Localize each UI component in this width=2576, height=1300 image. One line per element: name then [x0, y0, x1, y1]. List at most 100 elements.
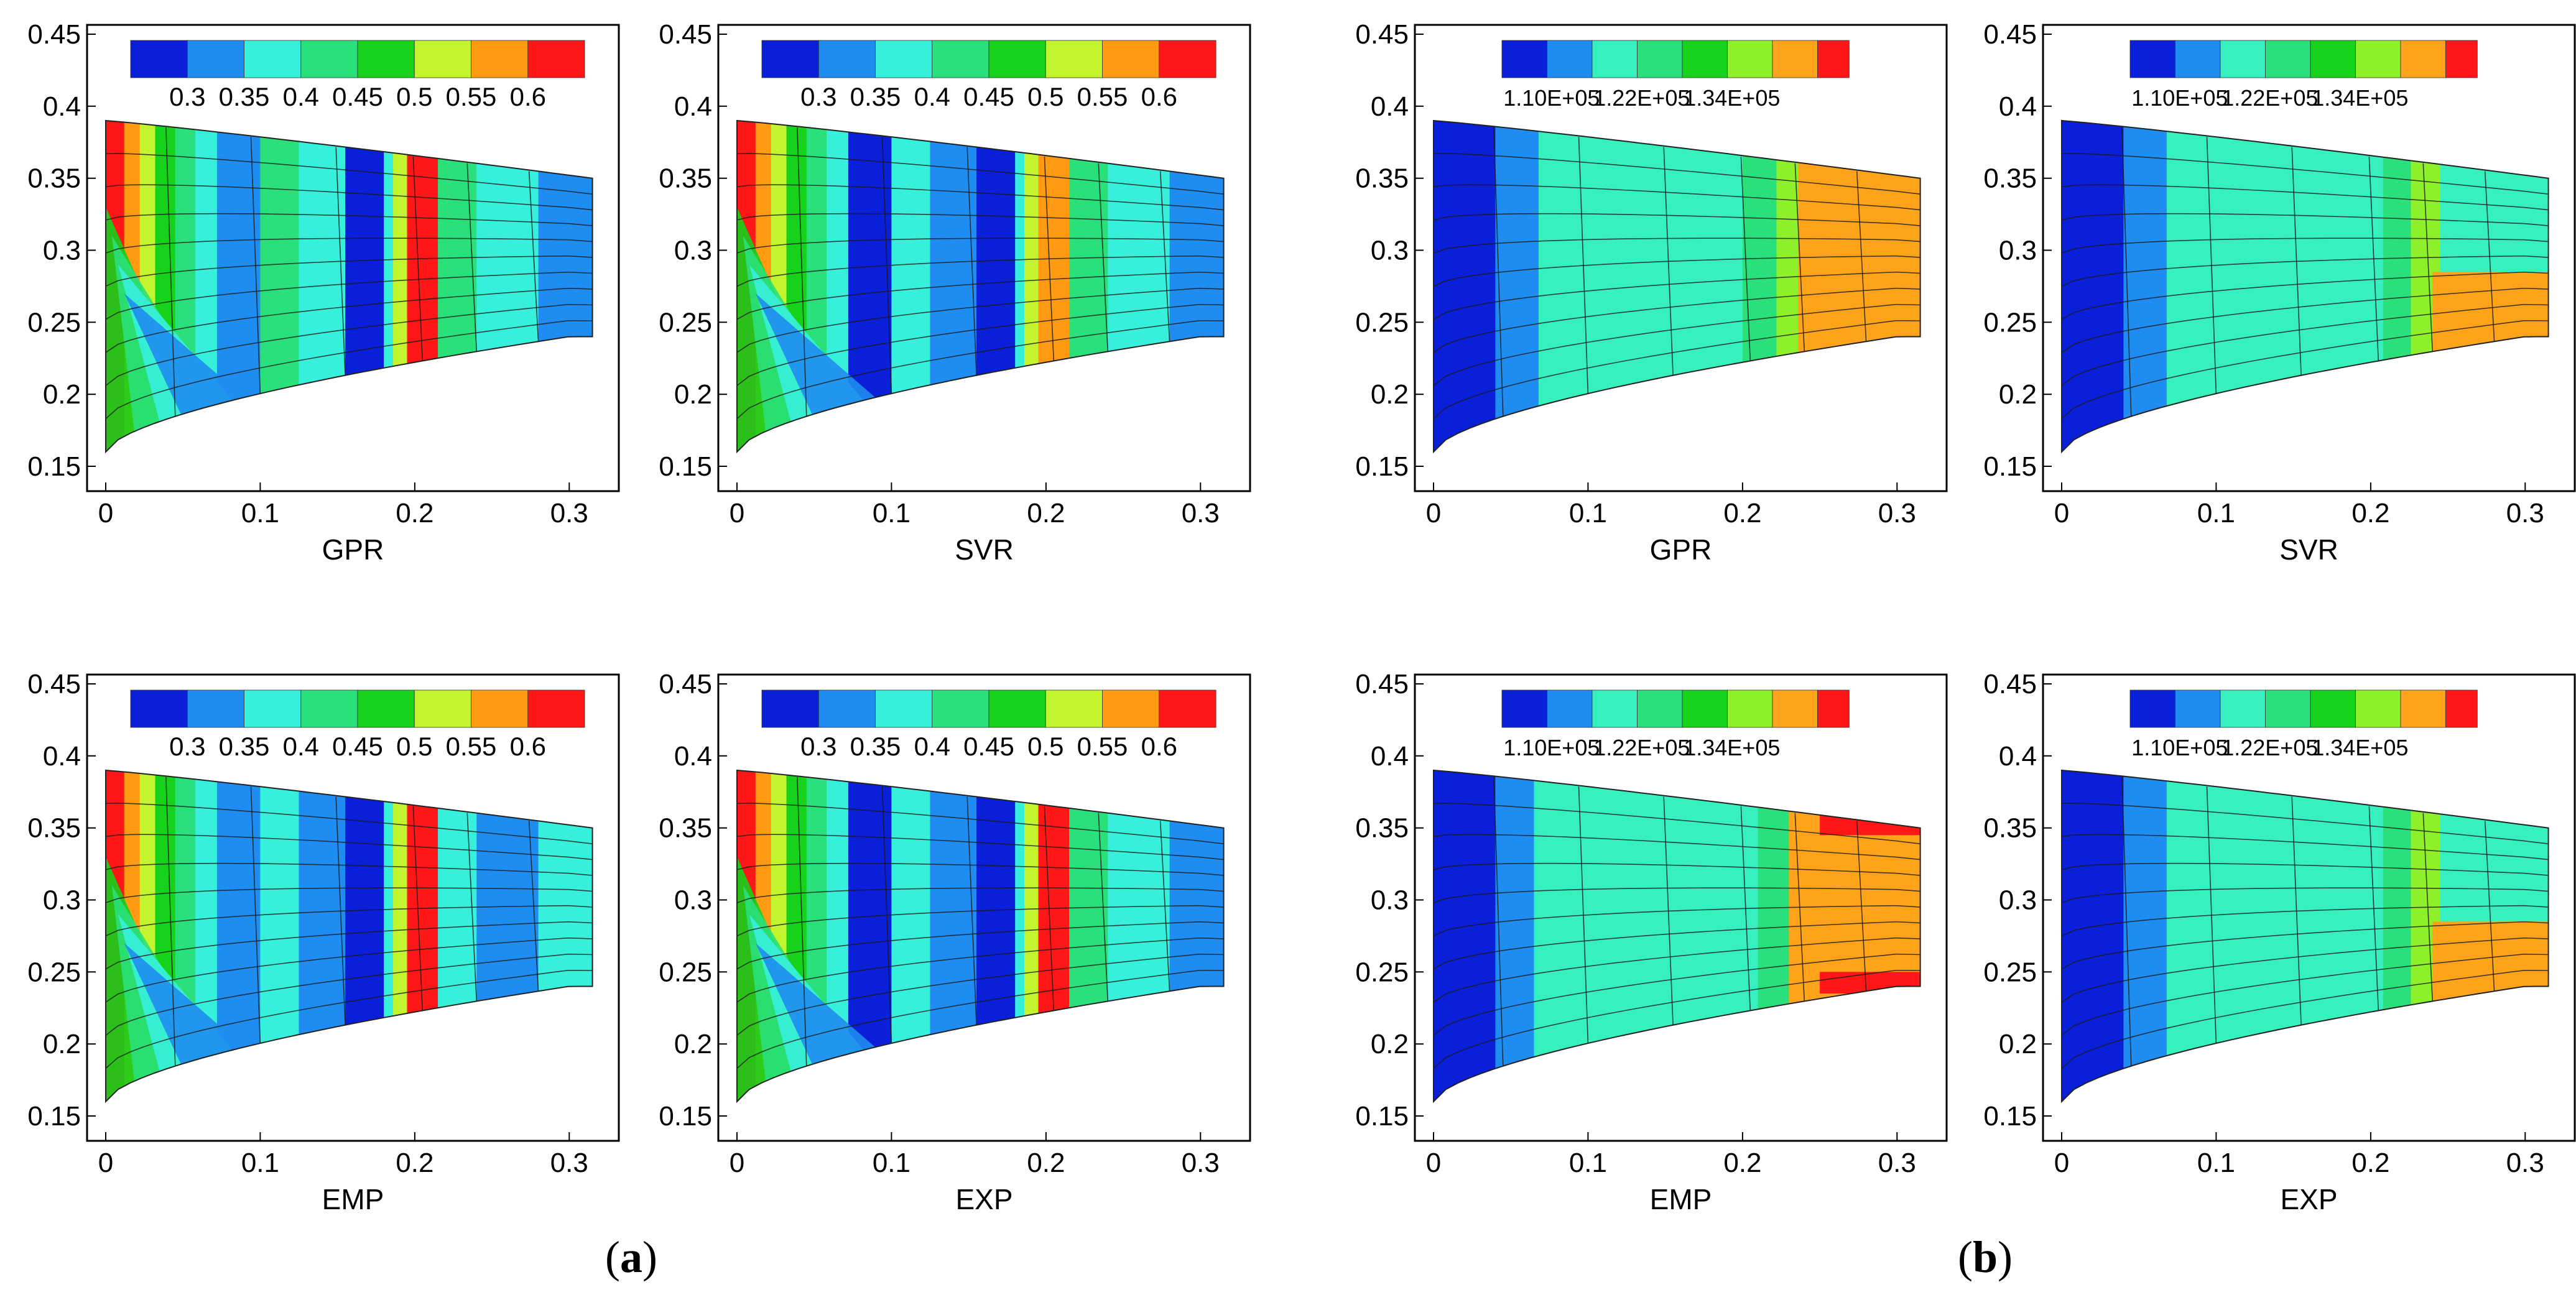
- colorbar-swatch: [2175, 689, 2221, 728]
- x-tick-label: 0: [2054, 498, 2069, 528]
- contour-band: [1434, 770, 1496, 1102]
- y-tick-label: 0.15: [27, 451, 81, 482]
- y-tick-label: 0.2: [1999, 1029, 2037, 1059]
- domain-outline: [736, 119, 1225, 454]
- y-tick-label: 0.25: [1983, 957, 2037, 987]
- plot-frame: [717, 24, 1251, 492]
- mesh-line: [1578, 137, 1589, 394]
- colorbar-label: 0.5: [396, 732, 432, 761]
- y-tick-label: 0.25: [659, 307, 712, 338]
- colorbar-swatch: [1727, 689, 1773, 728]
- colorbar-swatch: [1547, 689, 1593, 728]
- y-tick-label: 0.25: [1355, 307, 1409, 338]
- colorbar-swatch: [130, 689, 188, 728]
- colorbar-label: 0.35: [219, 82, 270, 111]
- x-tick-label: 0: [730, 498, 744, 528]
- y-tick-label: 0.2: [1999, 379, 2037, 410]
- mesh-line: [1493, 777, 1504, 1066]
- mesh-line: [2062, 862, 2549, 876]
- y-tick-label: 0.45: [1355, 19, 1409, 50]
- colorbar-label: 0.35: [219, 732, 270, 761]
- colorbar-swatch: [244, 689, 302, 728]
- x-tick-label: 0.2: [1723, 498, 1761, 528]
- mesh-line: [797, 777, 807, 1066]
- colorbar-label: 1.22E+05: [2222, 735, 2318, 760]
- mesh-line: [106, 303, 593, 386]
- mesh-line: [797, 127, 807, 417]
- colorbar-label: 0.5: [1027, 732, 1063, 761]
- y-tick-label: 0.45: [1983, 669, 2037, 699]
- contour-band: [2062, 770, 2124, 1102]
- mesh-line: [2062, 802, 2549, 844]
- y-tick-label: 0.3: [674, 885, 712, 916]
- mesh-line: [1794, 813, 1805, 1002]
- mesh-line: [1493, 127, 1504, 417]
- plot-frame: [2042, 673, 2576, 1142]
- colorbar-swatch: [1591, 689, 1638, 728]
- mesh-line: [737, 970, 1224, 1069]
- mesh-lines: [2062, 127, 2549, 420]
- colorbar-label: 0.45: [963, 732, 1014, 761]
- x-tick-label: 0.1: [2197, 1148, 2235, 1178]
- mesh-line: [1434, 213, 1920, 226]
- x-tick-label: 0.2: [2351, 498, 2389, 528]
- mesh-line: [106, 320, 593, 420]
- y-tick-label: 0.2: [43, 379, 81, 410]
- colorbar-swatch: [2445, 689, 2478, 728]
- y-tick-label: 0.3: [1371, 885, 1409, 916]
- contour-sweep: [749, 264, 907, 452]
- colorbar-swatch: [1682, 689, 1728, 728]
- mesh-line: [1434, 802, 1920, 844]
- y-tick-label: 0.4: [1371, 91, 1409, 122]
- y-tick-label: 0.3: [1999, 236, 2037, 266]
- mesh-line: [2206, 786, 2217, 1044]
- x-tick-label: 0.3: [1182, 1148, 1220, 1178]
- x-tick-label: 0.1: [1569, 1148, 1607, 1178]
- colorbar-swatch: [761, 689, 819, 728]
- mesh-lines: [1434, 127, 1920, 420]
- colorbar-swatch: [244, 40, 302, 78]
- mesh-line: [737, 255, 1224, 287]
- colorbar-swatch: [2175, 40, 2221, 78]
- y-tick-label: 0.4: [1999, 741, 2037, 772]
- colorbar: 0.3 0.35 0.4 0.45 0.5 0.55 0.6: [130, 40, 585, 111]
- mesh-line: [737, 237, 1224, 254]
- mesh-line: [737, 921, 1224, 970]
- mesh-line: [1794, 163, 1805, 352]
- mesh-lines: [737, 127, 1224, 420]
- x-tick-label: 0.3: [550, 498, 588, 528]
- colorbar-swatch: [130, 40, 188, 78]
- colorbar-label: 0.6: [1141, 82, 1177, 111]
- colorbar-swatch: [1772, 40, 1818, 78]
- x-tick-label: 0.2: [396, 1148, 433, 1178]
- y-tick-label: 0.2: [1371, 1029, 1409, 1059]
- y-tick-label: 0.35: [27, 164, 81, 194]
- y-tick-label: 0.4: [1999, 91, 2037, 122]
- plot-frame: [2042, 24, 2576, 492]
- plot-frame: [86, 673, 620, 1142]
- mesh-line: [2484, 171, 2495, 342]
- colorbar-swatch: [932, 40, 989, 78]
- mesh-line: [2062, 152, 2549, 195]
- mesh-line: [2062, 213, 2549, 226]
- panels-group: 0.15 0.2 0.25 0.3 0.35 0.4 0.45 0 0.1 0.2 0.3 GPR 0.…: [27, 19, 2576, 1215]
- mesh-lines: [2062, 777, 2549, 1069]
- mesh-line: [106, 834, 593, 860]
- y-tick-label: 0.15: [659, 1101, 712, 1132]
- mesh-line: [1098, 163, 1109, 352]
- colorbar-swatch: [414, 689, 471, 728]
- colorbar-label: 1.34E+05: [1684, 85, 1780, 111]
- colorbar-swatch: [875, 40, 933, 78]
- mesh-line: [966, 147, 977, 376]
- colorbar-swatch: [1772, 689, 1818, 728]
- colorbar: 0.3 0.35 0.4 0.45 0.5 0.55 0.6: [761, 40, 1216, 111]
- mesh-line: [1434, 303, 1920, 386]
- mesh-line: [881, 137, 892, 394]
- mesh-line: [1044, 156, 1055, 361]
- mesh-line: [1663, 147, 1674, 376]
- colorbar-swatch: [1102, 689, 1160, 728]
- colorbar-swatch: [2355, 40, 2401, 78]
- mesh-line: [737, 834, 1224, 860]
- x-tick-label: 0.2: [1723, 1148, 1761, 1178]
